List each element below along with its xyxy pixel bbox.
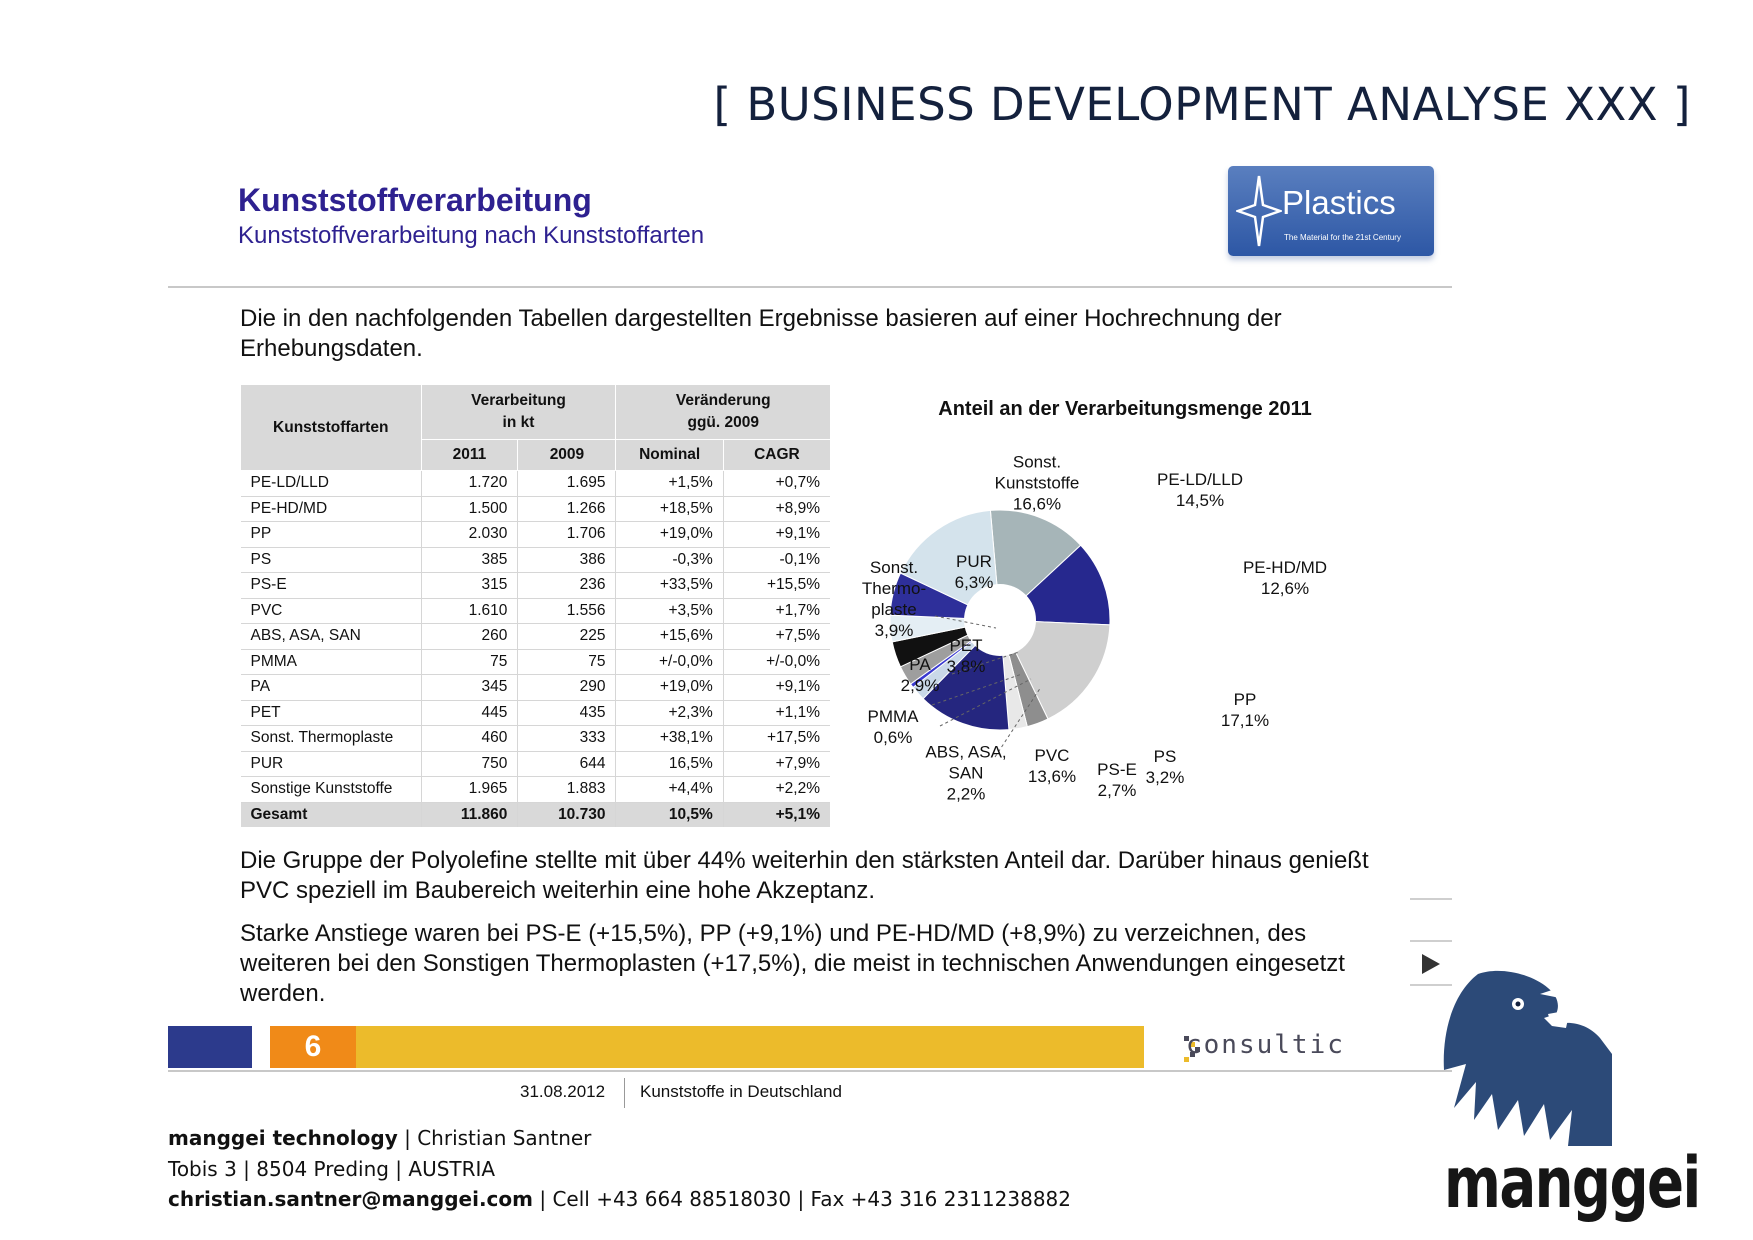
header-2011: 2011 [420, 439, 518, 471]
header-verarbeitung: Verarbeitung in kt [420, 385, 616, 440]
manggei-beaver-logo [1443, 970, 1612, 1146]
processing-table: Kunststoffarten Verarbeitung in kt Veränd… [240, 385, 830, 827]
footer-topic: Kunststoffe in Deutschland [640, 1082, 842, 1101]
pie-center-hole [964, 584, 1036, 656]
paragraph-anstiege: Starke Anstiege waren bei PS-E (+15,5%),… [240, 920, 1345, 1007]
pie-slice-pp [999, 619, 1111, 720]
header-cagr: CAGR [722, 439, 830, 471]
contact-line-2: Tobis 3 | 8504 Preding | AUSTRIA [168, 1157, 496, 1181]
consultic-logo: consultic [1186, 1030, 1345, 1060]
pie-label-abs-asa-san: ABS, ASA, SAN 2,2% [925, 742, 1007, 804]
table-row: PE-HD/MD 1.500 1.266 +18,5% +8,9% [240, 496, 830, 522]
pie-label-pvc: PVC 13,6% [1027, 746, 1077, 786]
consultic-arrow-icon [1184, 1036, 1200, 1062]
fax-number: Fax +43 316 2311238882 [810, 1187, 1072, 1211]
pie-label-pe-hd-md: PE-HD/MD 12,6% [1242, 558, 1328, 598]
pie-label-pet: PET 3,8% [946, 636, 986, 676]
table-row: PS 385 386 -0,3% -0,1% [240, 547, 830, 573]
header-2009: 2009 [517, 439, 616, 471]
pie-label-pe-ld-lld: PE-LD/LLD 14,5% [1157, 470, 1243, 510]
plastics-logo-name: Plastics [1282, 184, 1396, 221]
pie-slice-sonst-kunststoffe [899, 509, 1001, 621]
table-row: PET 445 435 +2,3% +1,1% [240, 700, 830, 726]
page-number: 6 [270, 1026, 356, 1068]
page-header-title: [ BUSINESS DEVELOPMENT ANALYSE XXX ] [713, 78, 1691, 131]
side-nav-divider [1410, 898, 1452, 900]
chart-title: Anteil an der Verarbeitungsmenge 2011 [938, 398, 1312, 420]
table-row: PVC 1.610 1.556 +3,5% +1,7% [240, 598, 830, 624]
table-row: ABS, ASA, SAN 260 225 +15,6% +7,5% [240, 623, 830, 650]
manggei-logo-word: manggei [1444, 1142, 1701, 1224]
pie-label-pur: PUR 6,3% [954, 552, 994, 592]
footer-bar-yellow [356, 1026, 1144, 1068]
pie-label-pa: PA 2,9% [900, 655, 940, 695]
intro-text: Die in den nachfolgenden Tabellen darges… [240, 305, 1282, 362]
pie-label-sonst-thermoplaste: Sonst. Thermo- plaste 3,9% [861, 558, 927, 640]
pie-label-pp: PP 17,1% [1220, 690, 1270, 730]
table-row: PUR 750 644 16,5% +7,9% [240, 751, 830, 777]
table-row: Sonst. Thermoplaste 460 333 +38,1% +17,5% [240, 725, 830, 752]
divider [168, 286, 1452, 288]
plastics-star-icon [1236, 175, 1282, 247]
header-nominal: Nominal [615, 439, 724, 471]
contact-line-1: manggei technology | Christian Santner [168, 1126, 592, 1150]
header-kunststoffarten: Kunststoffarten [240, 385, 421, 471]
footer-bar-blue [168, 1026, 252, 1068]
pie-label-ps-e: PS-E 2,7% [1097, 760, 1137, 800]
person-name: Christian Santner [417, 1126, 592, 1150]
table-row: PA 345 290 +19,0% +9,1% [240, 674, 830, 701]
header-veraenderung: Veränderung ggü. 2009 [615, 385, 830, 440]
cell-number: Cell +43 664 88518030 [552, 1187, 792, 1211]
divider [168, 1070, 1452, 1072]
table-row: PMMA 75 75 +/-0,0% +/-0,0% [240, 649, 830, 675]
email-link[interactable]: christian.santner@manggei.com [168, 1187, 533, 1211]
table-row: PP 2.030 1.706 +19,0% +9,1% [240, 521, 830, 548]
slide-title: Kunststoffverarbeitung [238, 182, 592, 218]
pie-label-ps: PS 3,2% [1145, 747, 1185, 787]
company-name: manggei technology [168, 1126, 398, 1150]
footer-bar-gap [252, 1026, 270, 1068]
footer-date: 31.08.2012 [520, 1082, 606, 1101]
slide-subtitle: Kunststoffverarbeitung nach Kunststoffar… [238, 222, 705, 249]
side-nav-divider [1410, 984, 1452, 986]
play-icon[interactable] [1422, 954, 1440, 974]
plastics-logo: Plastics The Material for the 21st Centu… [1228, 166, 1434, 256]
table-total-row: Gesamt 11.860 10.730 10,5% +5,1% [240, 802, 830, 827]
table-row: Sonstige Kunststoffe 1.965 1.883 +4,4% +2,2% [240, 776, 830, 803]
pie-label-pmma: PMMA 0,6% [867, 707, 919, 747]
contact-line-3: christian.santner@manggei.com | Cell +43… [168, 1187, 1072, 1211]
table-row: PS-E 315 236 +33,5% +15,5% [240, 572, 830, 599]
plastics-logo-tagline: The Material for the 21st Century [1284, 233, 1401, 242]
paragraph-polyolefine: Die Gruppe der Polyolefine stellte mit ü… [240, 847, 1369, 904]
footer-separator [624, 1078, 625, 1108]
side-nav-divider [1410, 940, 1452, 942]
pie-label-sonst-kunststoffe: Sonst. Kunststoffe 16,6% [994, 452, 1080, 514]
table-row: PE-LD/LLD 1.720 1.695 +1,5% +0,7% [240, 470, 830, 497]
